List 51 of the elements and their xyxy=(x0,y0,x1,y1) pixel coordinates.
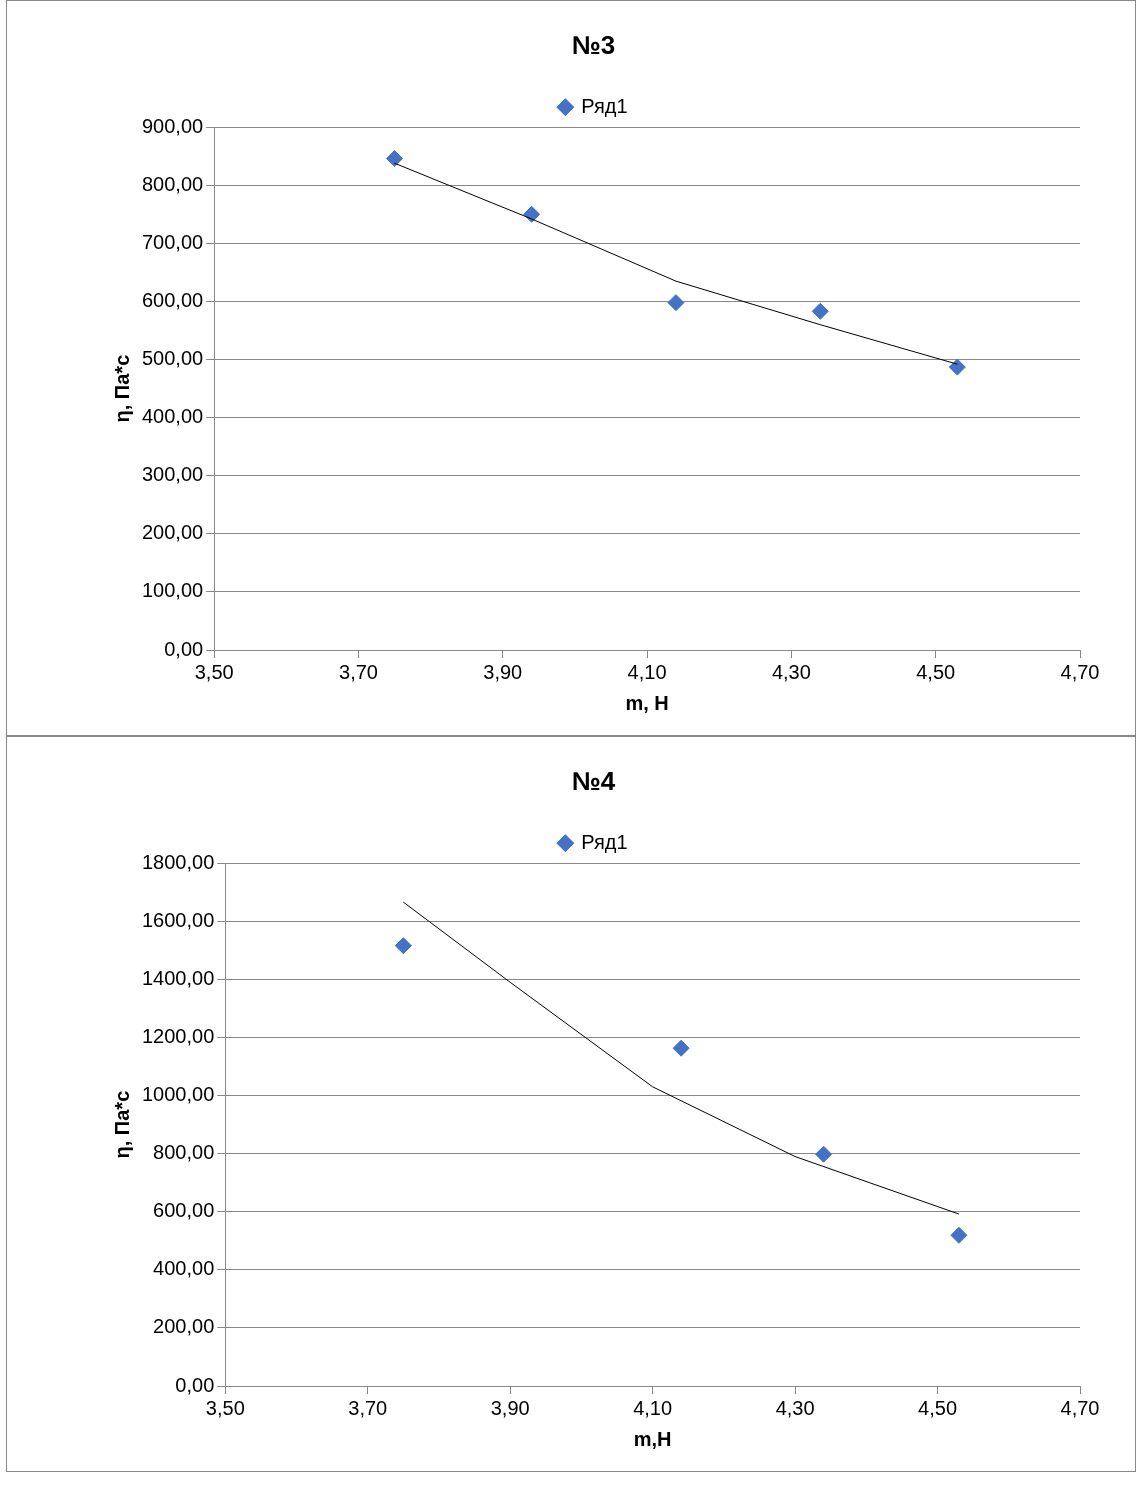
y-tick-label: 200,00 xyxy=(142,521,204,544)
x-tick-label: 4,10 xyxy=(627,660,667,683)
point xyxy=(667,294,685,312)
x-tick-label: 3,90 xyxy=(483,660,523,683)
point xyxy=(394,937,412,955)
y-tick-label: 1400,00 xyxy=(142,966,215,989)
y-tick-label: 600,00 xyxy=(142,288,204,311)
legend-label: Ряд1 xyxy=(581,830,628,853)
point xyxy=(523,205,541,223)
x-tick-label: 3,50 xyxy=(205,1396,245,1419)
point xyxy=(811,302,829,320)
y-tick-label: 400,00 xyxy=(153,1257,215,1280)
y-tick-label: 0,00 xyxy=(175,1373,215,1396)
point xyxy=(948,358,966,376)
y-tick-label: 300,00 xyxy=(142,463,204,486)
x-tick-label: 4,50 xyxy=(918,1396,958,1419)
legend-label: Ряд1 xyxy=(581,94,628,117)
y-axis-title: η, Па*с xyxy=(110,1090,133,1159)
x-tick-label: 3,50 xyxy=(194,660,234,683)
y-tick-label: 800,00 xyxy=(142,172,204,195)
x-tick-label: 4,10 xyxy=(633,1396,673,1419)
x-tick-label: 4,70 xyxy=(1060,660,1100,683)
y-tick-label: 1200,00 xyxy=(142,1024,215,1047)
x-tick-label: 3,90 xyxy=(490,1396,530,1419)
x-tick-label: 4,70 xyxy=(1060,1396,1100,1419)
x-tick-label: 3,70 xyxy=(339,660,378,683)
y-tick-label: 200,00 xyxy=(153,1315,215,1338)
y-tick-label: 1800,00 xyxy=(142,850,215,873)
y-tick-label: 1000,00 xyxy=(142,1083,215,1106)
chart-title: №3 xyxy=(571,29,616,60)
y-tick-label: 1600,00 xyxy=(142,908,215,931)
y-tick-label: 400,00 xyxy=(142,405,204,428)
x-axis-title: m, Н xyxy=(625,691,669,714)
y-axis-title: η, Па*с xyxy=(110,354,133,423)
x-tick-label: 4,30 xyxy=(771,660,811,683)
x-tick-label: 4,50 xyxy=(916,660,956,683)
x-tick-label: 4,30 xyxy=(775,1396,815,1419)
y-tick-label: 800,00 xyxy=(153,1141,215,1164)
point xyxy=(672,1039,690,1057)
point xyxy=(815,1145,833,1163)
point xyxy=(950,1226,968,1244)
y-tick-label: 0,00 xyxy=(164,637,204,660)
y-tick-label: 600,00 xyxy=(153,1199,215,1222)
y-tick-label: 900,00 xyxy=(142,114,204,137)
point xyxy=(386,150,404,168)
x-tick-label: 3,70 xyxy=(348,1396,388,1419)
y-tick-label: 700,00 xyxy=(142,230,204,253)
chart-title: №4 xyxy=(571,765,616,796)
x-axis-title: m,Н xyxy=(633,1427,672,1450)
y-tick-label: 100,00 xyxy=(142,579,204,602)
y-tick-label: 500,00 xyxy=(142,347,204,370)
